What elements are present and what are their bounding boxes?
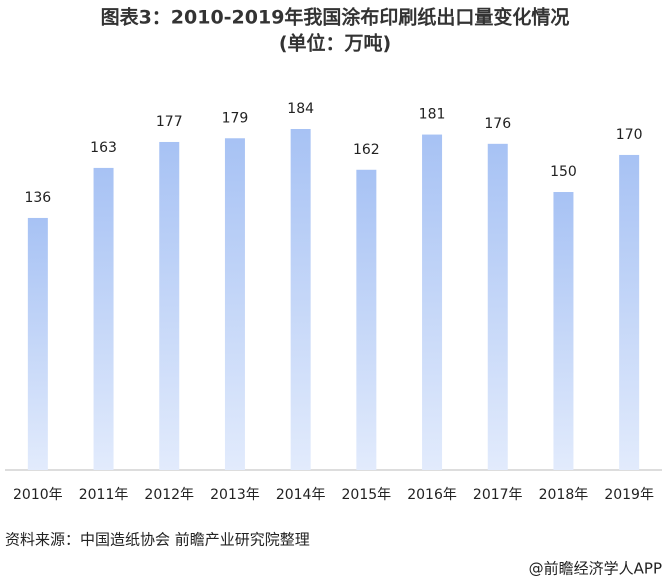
value-label: 184	[287, 101, 314, 117]
chart-title: 图表3：2010-2019年我国涂布印刷纸出口量变化情况	[101, 6, 570, 29]
bar	[356, 169, 377, 471]
x-tick-label: 2016年	[407, 487, 457, 503]
value-label: 150	[550, 164, 577, 180]
value-label: 162	[353, 142, 380, 158]
x-tick-label: 2018年	[539, 487, 589, 503]
value-label: 177	[156, 114, 183, 130]
bar	[27, 217, 48, 470]
bar	[619, 154, 640, 470]
value-label: 170	[616, 127, 643, 143]
value-label: 181	[419, 107, 446, 123]
value-label: 179	[222, 110, 249, 126]
value-label: 176	[484, 116, 511, 132]
x-tick-label: 2015年	[342, 487, 392, 503]
x-tick-label: 2011年	[79, 487, 129, 503]
bar	[93, 167, 114, 471]
x-tick-label: 2014年	[276, 487, 326, 503]
bar	[553, 192, 574, 470]
x-tick-label: 2013年	[210, 487, 260, 503]
bar	[159, 141, 180, 470]
chart-subtitle: (单位：万吨)	[279, 32, 391, 55]
x-tick-label: 2019年	[604, 487, 654, 503]
value-label: 163	[90, 140, 117, 156]
bar	[224, 138, 245, 471]
bar	[422, 134, 443, 470]
bar	[290, 129, 311, 470]
x-tick-label: 2012年	[144, 487, 194, 503]
bar	[487, 143, 508, 470]
x-tick-label: 2017年	[473, 487, 523, 503]
source: 资料来源：中国造纸协会 前瞻产业研究院整理	[5, 531, 310, 549]
value-label: 136	[24, 190, 51, 206]
footer: @前瞻经济学人APP	[529, 560, 662, 578]
x-tick-label: 2010年	[13, 487, 63, 503]
